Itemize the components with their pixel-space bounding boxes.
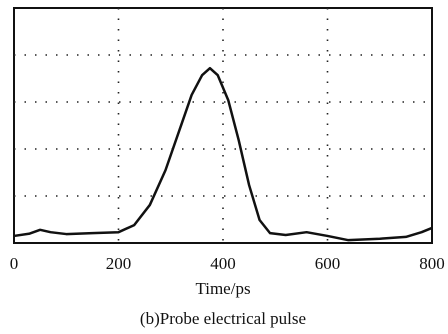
chart: Time/ps (b)Probe electrical pulse 0 200 40… (0, 0, 448, 334)
data-line (14, 68, 432, 240)
x-tick-label: 200 (106, 254, 132, 273)
x-tick-label: 800 (419, 254, 445, 273)
x-axis-label: Time/ps (195, 279, 250, 298)
caption: (b)Probe electrical pulse (140, 309, 306, 328)
x-tick-label: 0 (10, 254, 19, 273)
x-tick-label: 600 (315, 254, 341, 273)
x-tick-label: 400 (210, 254, 236, 273)
